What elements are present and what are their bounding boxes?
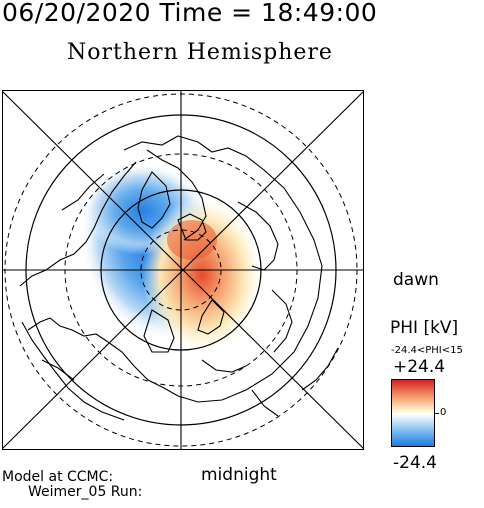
hemisphere-title: Northern Hemisphere (67, 40, 333, 65)
polar-potential-map (2, 90, 364, 450)
coastlines (19, 135, 339, 421)
map-frame (2, 90, 364, 450)
colorbar-zero: 0 (440, 407, 447, 418)
run-name: Weimer_05 Run: (28, 484, 143, 500)
colorbar (391, 379, 435, 447)
potential-cells (79, 160, 262, 353)
colorbar-min: -24.4 (393, 453, 437, 473)
dawn-label: dawn (393, 270, 439, 290)
meridian-lines (2, 90, 364, 450)
colorbar-title: PHI [kV] (390, 318, 459, 338)
colorbar-max: +24.4 (393, 357, 446, 377)
colorbar-zero-tick (435, 413, 439, 414)
date-time-title: 06/20/2020 Time = 18:49:00 (2, 0, 378, 27)
midnight-label: midnight (201, 465, 277, 485)
colorbar-range: -24.4<PHI<15 (391, 345, 463, 356)
model-credit: Model at CCMC: (2, 469, 114, 485)
